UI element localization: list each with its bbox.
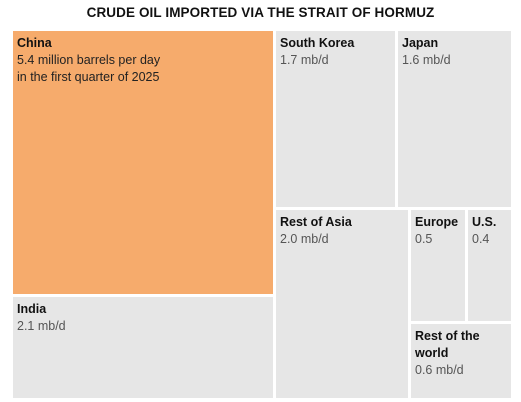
tile-value-label: 2.1 mb/d bbox=[17, 319, 66, 333]
treemap-tile-europe: Europe 0.5 bbox=[411, 210, 465, 321]
tile-name: Japan bbox=[402, 36, 439, 50]
tile-value-label: in the first quarter of 2025 bbox=[17, 70, 160, 84]
treemap-tile-south-korea: South Korea 1.7 mb/d bbox=[276, 31, 395, 207]
tile-value-label: 0.5 bbox=[415, 232, 433, 246]
tile-name: Rest of the world bbox=[415, 329, 480, 360]
tile-name: U.S. bbox=[472, 215, 497, 229]
tile-value-label: 0.4 bbox=[472, 232, 490, 246]
tile-name: Rest of Asia bbox=[280, 215, 352, 229]
treemap-tile-china: China 5.4 million barrels per day in the f… bbox=[13, 31, 273, 294]
tile-value-label: 2.0 mb/d bbox=[280, 232, 329, 246]
tile-value-label: 0.6 mb/d bbox=[415, 363, 464, 377]
tile-name: Europe bbox=[415, 215, 459, 229]
treemap-tile-u-s: U.S. 0.4 bbox=[468, 210, 511, 321]
treemap-tile-rest-of-asia: Rest of Asia 2.0 mb/d bbox=[276, 210, 408, 398]
tile-name: China bbox=[17, 36, 52, 50]
tile-name: South Korea bbox=[280, 36, 355, 50]
treemap-tile-india: India 2.1 mb/d bbox=[13, 297, 273, 398]
treemap-tile-japan: Japan 1.6 mb/d bbox=[398, 31, 511, 207]
tile-value-label: 1.6 mb/d bbox=[402, 53, 451, 67]
treemap-tile-rest-of-the-world: Rest of the world 0.6 mb/d bbox=[411, 324, 511, 398]
tile-name: India bbox=[17, 302, 47, 316]
tile-value-label: 1.7 mb/d bbox=[280, 53, 329, 67]
tile-value-label: 5.4 million barrels per day bbox=[17, 53, 161, 67]
chart-title: CRUDE OIL IMPORTED VIA THE STRAIT OF HOR… bbox=[86, 5, 435, 20]
